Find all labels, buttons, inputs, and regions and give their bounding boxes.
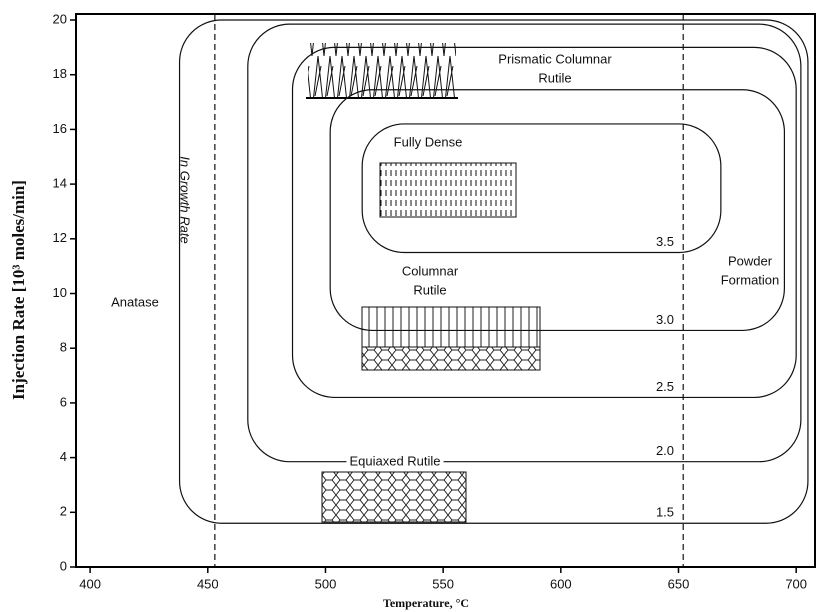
contour-label: 2.0 bbox=[656, 443, 674, 458]
y-tick-label: 4 bbox=[60, 449, 67, 464]
contour-label: 2.5 bbox=[656, 379, 674, 394]
y-tick-label: 18 bbox=[53, 66, 67, 81]
y-tick-label: 6 bbox=[60, 394, 67, 409]
contour-label: 3.5 bbox=[656, 234, 674, 249]
contour-label: 3.0 bbox=[656, 312, 674, 327]
contour-label: 1.5 bbox=[656, 505, 674, 520]
microstructure-image bbox=[362, 347, 540, 370]
annotation: Prismatic Columnar bbox=[498, 51, 612, 66]
annotation: Rutile bbox=[538, 70, 571, 85]
contour-line bbox=[180, 20, 808, 523]
x-tick-label: 700 bbox=[785, 576, 807, 591]
y-tick-label: 0 bbox=[60, 558, 67, 573]
microstructure-image bbox=[322, 472, 466, 522]
y-tick-label: 14 bbox=[53, 176, 67, 191]
y-tick-label: 2 bbox=[60, 504, 67, 519]
x-tick-label: 650 bbox=[668, 576, 690, 591]
annotation: In Growth Rate bbox=[178, 156, 193, 243]
x-tick-label: 500 bbox=[315, 576, 337, 591]
chart: Temperature, °C Injection Rate [10³ mole… bbox=[0, 0, 822, 612]
annotation: Rutile bbox=[413, 282, 446, 297]
annotation: Columnar bbox=[402, 263, 459, 278]
annotation: Anatase bbox=[111, 294, 159, 309]
annotation: Powder bbox=[728, 253, 773, 268]
y-tick-label: 12 bbox=[53, 230, 67, 245]
y-axis-label: Injection Rate [10³ moles/min] bbox=[9, 180, 28, 400]
annotation: Equiaxed Rutile bbox=[349, 453, 440, 468]
microstructure-image bbox=[380, 163, 516, 217]
annotation: Fully Dense bbox=[394, 134, 463, 149]
x-tick-label: 600 bbox=[550, 576, 572, 591]
y-tick-label: 8 bbox=[60, 340, 67, 355]
annotation: Formation bbox=[721, 272, 780, 287]
y-tick-label: 16 bbox=[53, 121, 67, 136]
x-tick-label: 400 bbox=[79, 576, 101, 591]
x-tick-label: 550 bbox=[432, 576, 454, 591]
x-axis-label: Temperature, °C bbox=[383, 596, 469, 610]
page: {"chart_data": {"type": "contour", "xlab… bbox=[0, 0, 822, 612]
x-tick-label: 450 bbox=[197, 576, 219, 591]
microstructure-image bbox=[362, 307, 540, 347]
y-tick-label: 10 bbox=[53, 285, 67, 300]
y-tick-label: 20 bbox=[53, 11, 67, 26]
